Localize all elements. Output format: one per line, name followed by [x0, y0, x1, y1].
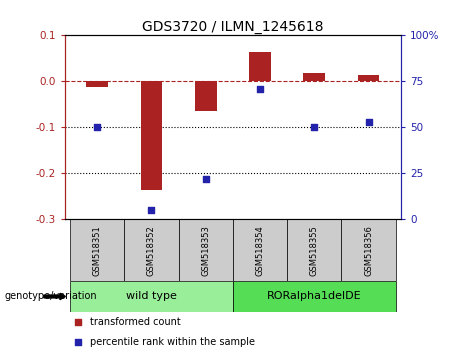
Text: wild type: wild type: [126, 291, 177, 302]
Bar: [178, 219, 233, 281]
Bar: [303, 73, 325, 81]
Point: [256, 86, 264, 92]
Text: GSM518352: GSM518352: [147, 225, 156, 276]
Text: GSM518356: GSM518356: [364, 225, 373, 276]
Point: [75, 320, 82, 325]
Text: genotype/variation: genotype/variation: [5, 291, 97, 302]
Text: GSM518353: GSM518353: [201, 225, 210, 276]
Bar: [249, 52, 271, 81]
Bar: [195, 81, 217, 111]
Bar: [70, 219, 124, 281]
Bar: [124, 219, 178, 281]
Text: GSM518351: GSM518351: [93, 225, 101, 276]
Point: [148, 207, 155, 213]
Bar: [287, 219, 341, 281]
Point: [94, 125, 101, 130]
Bar: [341, 219, 396, 281]
Title: GDS3720 / ILMN_1245618: GDS3720 / ILMN_1245618: [142, 21, 324, 34]
Text: GSM518355: GSM518355: [310, 225, 319, 276]
Bar: [86, 81, 108, 87]
Bar: [70, 281, 233, 312]
Point: [75, 339, 82, 345]
Text: GSM518354: GSM518354: [255, 225, 265, 276]
Bar: [141, 81, 162, 189]
Bar: [358, 74, 379, 81]
Bar: [233, 281, 396, 312]
Bar: [233, 219, 287, 281]
Text: transformed count: transformed count: [90, 318, 181, 327]
Point: [365, 119, 372, 125]
Text: percentile rank within the sample: percentile rank within the sample: [90, 337, 255, 347]
Point: [202, 176, 209, 182]
Text: RORalpha1delDE: RORalpha1delDE: [267, 291, 361, 302]
Point: [311, 125, 318, 130]
